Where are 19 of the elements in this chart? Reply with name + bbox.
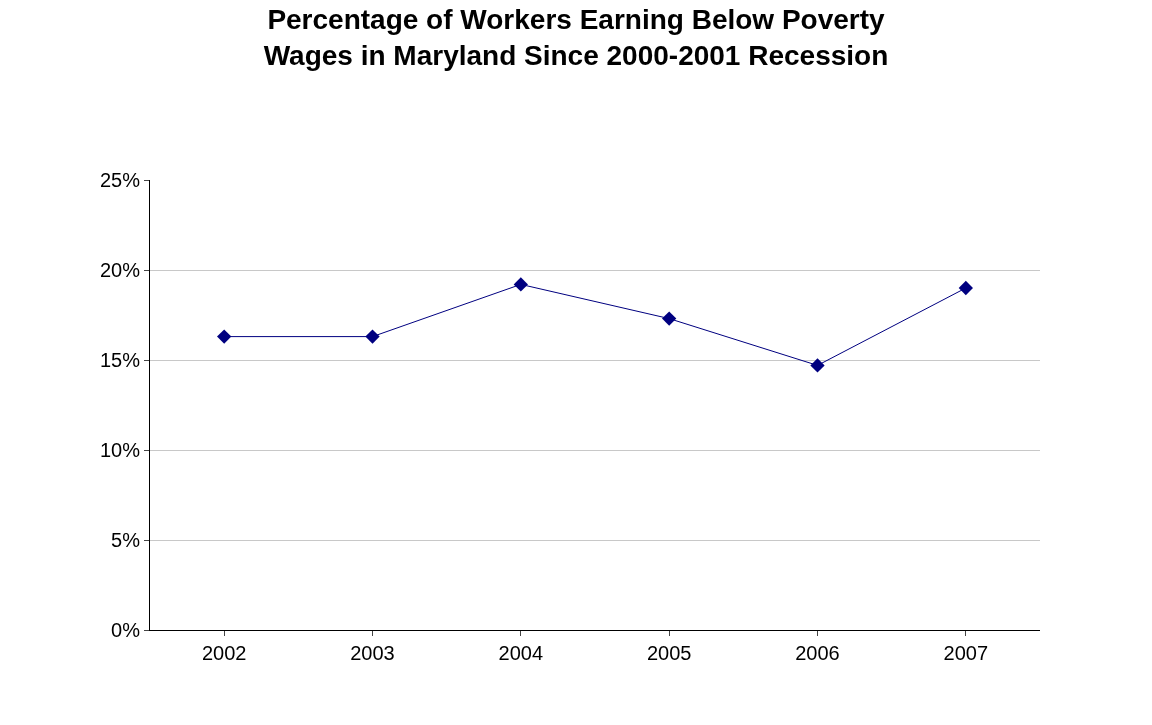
y-tick-label: 25% [99,169,141,191]
y-tick-label: 15% [99,349,141,371]
chart-title: Percentage of Workers Earning Below Poverty Wages in Maryland Since 2000-2001 Recession [263,4,889,72]
point [365,329,380,344]
y-tick-label: 5% [111,529,141,551]
x-tick-label: 2005 [646,642,692,664]
x-tick-label: 2004 [498,642,544,664]
point [662,311,677,326]
x-tick-label: 2002 [201,642,247,664]
point [958,280,973,296]
point [810,358,825,373]
point [217,329,232,344]
y-tick-label: 0% [111,619,141,641]
x-tick-label: 2003 [350,642,395,664]
x-tick-label: 2007 [943,642,989,664]
y-tick-label: 10% [99,439,141,461]
x-tick-label: 2006 [795,642,840,664]
y-tick-label: 20% [99,259,141,281]
point [513,277,528,292]
